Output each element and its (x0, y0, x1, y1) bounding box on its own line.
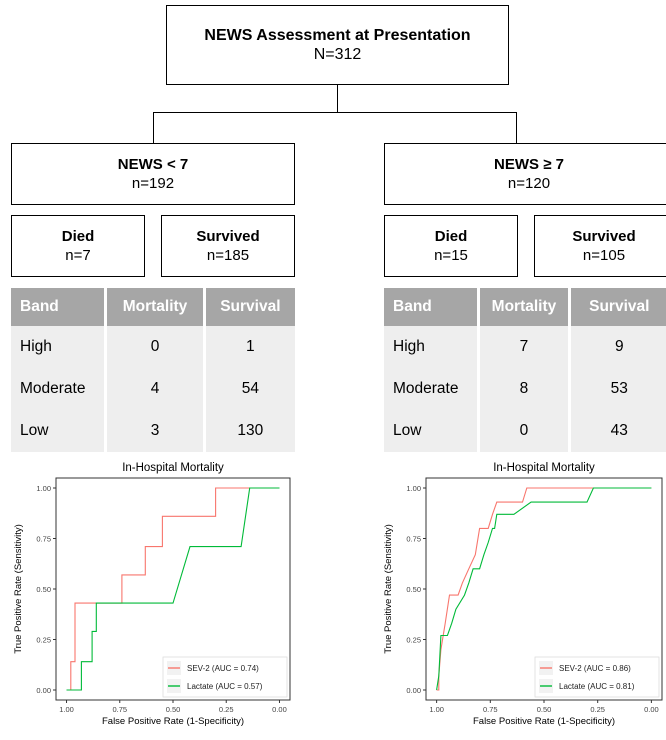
mortality-cell: 0 (107, 326, 203, 368)
group-left-box: NEWS < 7 n=192 (11, 143, 295, 205)
mortality-cell: 8 (480, 368, 568, 410)
group-left-count: n=192 (131, 175, 175, 192)
group-right-band-table: Band Mortality Survival High 7 9 Moderat… (381, 288, 666, 452)
band-cell: Moderate (11, 368, 105, 410)
y-tick-label: 1.00 (36, 484, 51, 493)
legend-entry: SEV-2 (AUC = 0.74) (187, 664, 259, 673)
group-right-count: n=120 (507, 175, 551, 192)
top-count: N=312 (313, 46, 362, 63)
group-left-title: NEWS < 7 (117, 156, 189, 173)
group-left-band-table: Band Mortality Survival High 0 1 Moderat… (8, 288, 298, 452)
died-count: n=15 (434, 247, 468, 264)
died-label: Died (61, 228, 95, 245)
y-tick-label: 0.75 (406, 534, 421, 543)
y-tick-label: 0.50 (36, 585, 51, 594)
lactate-roc-line (436, 487, 652, 691)
x-tick-label: 0.25 (219, 705, 234, 714)
x-axis-label: False Positive Rate (1-Specificity) (473, 716, 615, 727)
x-axis-label: False Positive Rate (1-Specificity) (102, 716, 244, 727)
y-tick-label: 0.75 (36, 534, 51, 543)
roc-chart-left: In-Hospital Mortality 0.00 0.25 0.50 0.75 1.0… (13, 462, 291, 727)
table-header-row: Band Mortality Survival (11, 288, 295, 326)
survival-cell: 130 (205, 410, 295, 452)
legend-entry: SEV-2 (AUC = 0.86) (559, 664, 631, 673)
y-tick-label: 1.00 (406, 484, 421, 493)
lactate-roc-line (66, 487, 280, 691)
table-row: Moderate 8 53 (384, 368, 666, 410)
table-row: High 0 1 (11, 326, 295, 368)
x-tick-label: 0.75 (112, 705, 127, 714)
table-row: Moderate 4 54 (11, 368, 295, 410)
x-tick-label: 0.50 (537, 705, 552, 714)
y-tick-label: 0.50 (406, 585, 421, 594)
table-row: Low 3 130 (11, 410, 295, 452)
x-tick-label: 0.75 (483, 705, 498, 714)
y-tick-label: 0.25 (36, 636, 51, 645)
group-right-title: NEWS ≥ 7 (494, 156, 564, 173)
y-tick-label: 0.00 (36, 686, 51, 695)
band-cell: High (384, 326, 478, 368)
survival-cell: 9 (570, 326, 666, 368)
band-cell: Moderate (384, 368, 478, 410)
column-header: Band (11, 288, 105, 326)
table-row: Low 0 43 (384, 410, 666, 452)
x-tick-label: 0.50 (166, 705, 181, 714)
chart-title: In-Hospital Mortality (122, 462, 224, 474)
connector-stem (337, 85, 338, 112)
legend-box (162, 656, 288, 698)
survival-cell: 54 (205, 368, 295, 410)
died-count: n=7 (65, 247, 91, 264)
group-left-died-box: Died n=7 (11, 215, 145, 277)
x-tick-label: 1.00 (59, 705, 74, 714)
legend-entry: Lactate (AUC = 0.81) (559, 682, 635, 691)
survived-count: n=185 (206, 247, 250, 264)
y-tick-label: 0.00 (406, 686, 421, 695)
table-header-row: Band Mortality Survival (384, 288, 666, 326)
group-right-box: NEWS ≥ 7 n=120 (384, 143, 666, 205)
band-cell: High (11, 326, 105, 368)
column-header: Mortality (480, 288, 568, 326)
mortality-cell: 3 (107, 410, 203, 452)
column-header: Band (384, 288, 478, 326)
legend-box (534, 656, 660, 698)
group-left-survived-box: Survived n=185 (161, 215, 295, 277)
group-right-survived-box: Survived n=105 (534, 215, 666, 277)
sev2-roc-line (66, 487, 280, 691)
x-tick-label: 1.00 (429, 705, 444, 714)
survived-label: Survived (572, 228, 636, 245)
y-tick-label: 0.25 (406, 636, 421, 645)
mortality-cell: 7 (480, 326, 568, 368)
x-tick-label: 0.00 (272, 705, 287, 714)
table-row: High 7 9 (384, 326, 666, 368)
column-header: Survival (205, 288, 295, 326)
chart-title: In-Hospital Mortality (493, 462, 595, 474)
column-header: Survival (570, 288, 666, 326)
top-box: NEWS Assessment at Presentation N=312 (166, 5, 509, 85)
survival-cell: 53 (570, 368, 666, 410)
roc-chart-right: In-Hospital Mortality 0.00 0.25 0.50 0.75 1.0… (383, 462, 663, 727)
mortality-cell: 0 (480, 410, 568, 452)
survived-count: n=105 (582, 247, 626, 264)
survived-label: Survived (196, 228, 260, 245)
connector-right-drop (516, 112, 517, 143)
y-axis-label: True Positive Rate (Sensitivity) (383, 524, 394, 654)
x-tick-label: 0.25 (590, 705, 605, 714)
legend-entry: Lactate (AUC = 0.57) (187, 682, 263, 691)
connector-horizontal (153, 112, 516, 113)
survival-cell: 1 (205, 326, 295, 368)
band-cell: Low (11, 410, 105, 452)
top-title: NEWS Assessment at Presentation (204, 27, 471, 44)
mortality-cell: 4 (107, 368, 203, 410)
y-axis-label: True Positive Rate (Sensitivity) (13, 524, 24, 654)
band-cell: Low (384, 410, 478, 452)
connector-left-drop (153, 112, 154, 143)
column-header: Mortality (107, 288, 203, 326)
died-label: Died (434, 228, 468, 245)
x-tick-label: 0.00 (644, 705, 659, 714)
group-right-died-box: Died n=15 (384, 215, 518, 277)
survival-cell: 43 (570, 410, 666, 452)
